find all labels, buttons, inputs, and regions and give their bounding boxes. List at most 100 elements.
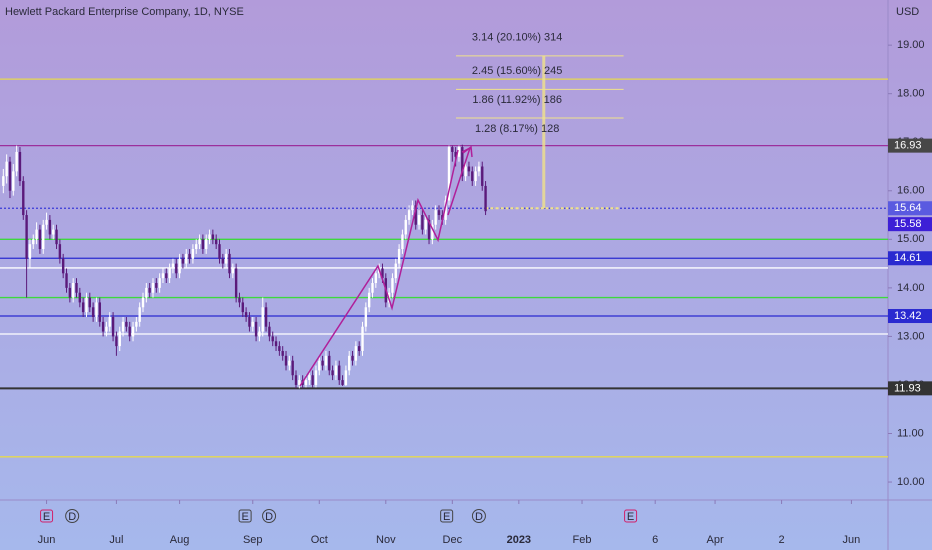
candle-body — [68, 287, 72, 298]
candle-body — [214, 239, 218, 245]
candle-body — [28, 244, 32, 259]
candle-body — [424, 219, 427, 230]
x-tick-label: Dec — [443, 534, 463, 546]
candle-body — [291, 360, 294, 376]
candle-body — [121, 321, 125, 332]
candle-body — [471, 171, 474, 182]
candle-body — [151, 283, 155, 293]
candle-body — [188, 253, 191, 259]
candle-body — [88, 297, 91, 308]
candle-body — [354, 346, 358, 361]
candle-body — [288, 360, 291, 366]
candle-body — [15, 151, 18, 172]
x-tick-label: Aug — [170, 534, 190, 546]
candle-body — [391, 278, 394, 293]
last-price-tag — [888, 217, 932, 232]
candle-body — [364, 307, 368, 327]
candle-body — [48, 219, 52, 235]
candle-body — [131, 326, 135, 337]
candle-body — [165, 273, 168, 279]
candle-body — [201, 239, 205, 250]
candle-body — [208, 234, 211, 240]
candle-body — [294, 375, 298, 385]
arrow-head — [462, 145, 473, 158]
candle-body — [484, 185, 487, 212]
candle-body — [85, 297, 88, 313]
event-label: D — [68, 511, 76, 523]
candle-body — [404, 219, 407, 235]
y-tick-label: 13.00 — [897, 330, 925, 342]
candle-body — [437, 210, 441, 216]
event-marker — [440, 509, 454, 523]
candle-body — [58, 244, 62, 259]
candle-body — [324, 355, 328, 366]
candle-body — [254, 321, 258, 337]
candle-body — [281, 350, 284, 356]
candle-body — [284, 355, 288, 366]
candle-body — [101, 321, 105, 332]
candle-body — [18, 151, 22, 182]
candle-body — [467, 166, 471, 172]
price-tag — [888, 201, 932, 216]
price-tag — [888, 251, 932, 266]
candle-body — [125, 321, 128, 327]
candle-body — [78, 292, 82, 303]
candle-body — [115, 336, 118, 347]
candle-body — [454, 151, 457, 157]
candle-body — [52, 229, 55, 235]
x-tick-label: 6 — [652, 534, 658, 546]
candle-body — [141, 297, 145, 308]
candle-body — [42, 224, 45, 250]
candle-body — [55, 229, 58, 245]
candle-body — [477, 166, 481, 172]
candle-body — [314, 370, 318, 385]
event-marker — [471, 509, 486, 523]
candle-body — [191, 249, 195, 259]
candle-body — [401, 234, 404, 250]
candle-body — [338, 365, 341, 381]
candle-body — [228, 253, 231, 274]
candle-body — [427, 219, 431, 240]
event-label: D — [265, 511, 273, 523]
candle-body — [414, 205, 417, 225]
candle-body — [344, 370, 348, 385]
last-price-label: 15.58 — [894, 218, 922, 230]
candle-body — [367, 292, 371, 308]
event-label: D — [475, 511, 483, 523]
candle-body — [241, 302, 244, 313]
candle-body — [155, 283, 158, 288]
candle-body — [238, 297, 241, 303]
event-marker — [65, 509, 80, 523]
price-tag-label: 13.42 — [894, 310, 922, 322]
candle-body — [248, 316, 251, 327]
candle-body — [98, 302, 101, 322]
candle-body — [5, 161, 8, 177]
candle-body — [348, 355, 351, 371]
candle-body — [311, 375, 314, 385]
event-marker — [238, 509, 252, 523]
candle-body — [381, 268, 384, 279]
projection-label: 1.28 (8.17%) 128 — [475, 123, 559, 135]
candle-body — [261, 307, 264, 332]
candle-body — [91, 307, 95, 317]
candle-body — [417, 215, 421, 225]
candle-body — [65, 273, 68, 288]
candle-body — [321, 360, 324, 366]
candle-body — [251, 321, 254, 327]
x-tick-label: 2023 — [507, 534, 531, 546]
y-tick-label: 15.00 — [897, 233, 925, 245]
candle-body — [12, 171, 15, 191]
candle-body — [407, 210, 411, 220]
candle-body — [278, 346, 281, 351]
event-label: E — [241, 511, 248, 523]
candle-body — [481, 166, 484, 186]
candle-body — [434, 210, 437, 225]
x-tick-label: Jun — [38, 534, 56, 546]
candle-body — [8, 161, 12, 191]
candle-body — [374, 273, 378, 284]
candle-body — [138, 307, 141, 322]
candle-body — [411, 205, 414, 211]
candle-body — [135, 321, 138, 327]
chart-title: Hewlett Packard Enterprise Company, 1D, … — [5, 6, 244, 18]
